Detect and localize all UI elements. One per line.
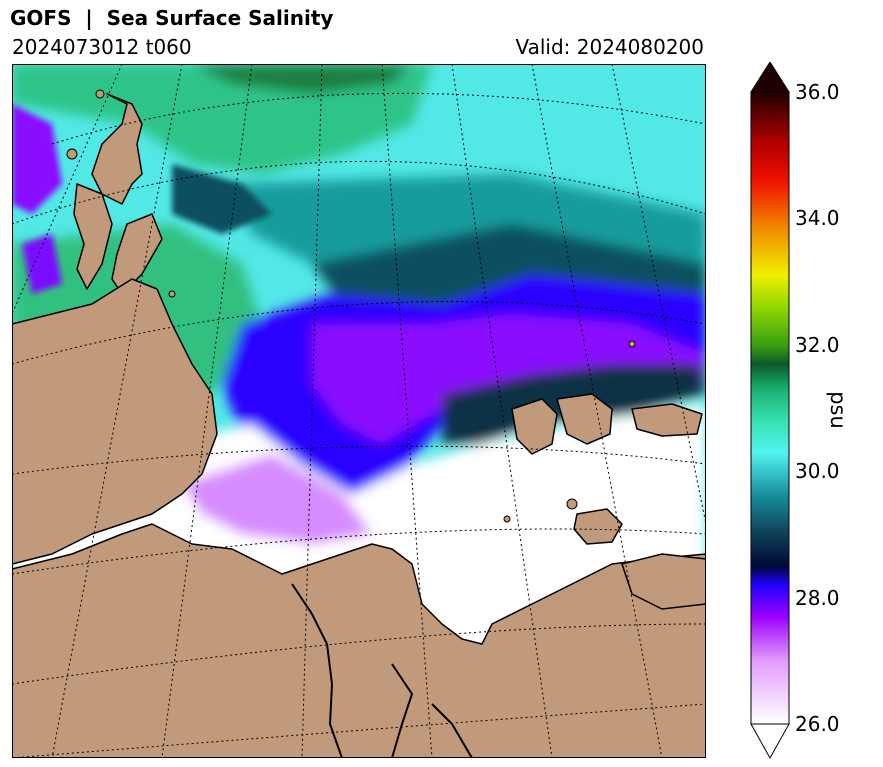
island-dot: [628, 340, 636, 348]
latitude-line: [12, 528, 706, 575]
forecast-run-label: 2024073012 t060: [12, 35, 192, 59]
land-taymyr-coast: [12, 278, 218, 565]
island-dot: [566, 498, 578, 510]
salinity-dark-green-band: [192, 64, 412, 94]
longitude-line: [611, 64, 706, 525]
land-new-siberian-islands-3: [631, 403, 703, 437]
colorbar-tick-label: 32.0: [795, 332, 840, 357]
river-lena: [391, 663, 414, 758]
colorbar-tick-label: 28.0: [795, 585, 840, 610]
colorbar-unit-label: psu: [826, 391, 850, 429]
latitude-line: [51, 92, 706, 145]
salinity-lavender-patch: [182, 454, 372, 544]
land-lyakhovsky-island: [573, 508, 623, 545]
latitude-line: [12, 703, 706, 758]
figure-title: GOFS | Sea Surface Salinity: [10, 6, 334, 30]
land-severnaya-zemlya-south: [73, 183, 113, 290]
colorbar: [750, 62, 790, 760]
colorbar-extend-bottom: [750, 723, 790, 760]
island-dot: [168, 290, 176, 298]
salinity-purple-core: [312, 314, 706, 444]
colorbar-tick-label: 36.0: [795, 80, 840, 104]
latitude-line: [12, 160, 706, 225]
salinity-map: [12, 64, 706, 758]
colorbar-tick-label: 26.0: [795, 712, 840, 736]
land-new-siberian-islands-1: [511, 398, 558, 455]
longitude-line: [381, 64, 433, 758]
land-peninsula-east: [621, 553, 706, 610]
rivers: [291, 583, 473, 758]
valid-time-label: Valid: 2024080200: [515, 35, 704, 59]
longitude-line: [301, 64, 323, 758]
map-frame: [12, 64, 706, 758]
land-layer: [12, 93, 706, 758]
salinity-purple-west: [12, 104, 62, 214]
island-dot: [503, 515, 511, 523]
colorbar-gradient: [750, 91, 790, 725]
land-severnaya-zemlya-north: [91, 93, 143, 205]
colorbar-extend-top: [750, 62, 790, 93]
salinity-purple-strait: [22, 234, 62, 294]
island-dot: [95, 89, 105, 99]
colorbar-tick-label: 34.0: [795, 206, 840, 231]
longitude-line: [451, 64, 553, 758]
latitude-line: [12, 623, 706, 685]
colorbar-tick-label: 30.0: [795, 459, 840, 484]
land-new-siberian-islands-2: [556, 393, 613, 445]
longitude-line: [161, 64, 253, 758]
longitude-line: [12, 64, 123, 315]
small-islands: [66, 89, 636, 523]
graticule: [12, 64, 706, 758]
river-yenisei: [291, 583, 343, 758]
river-tributary: [431, 703, 473, 758]
salinity-dark-swirl-west: [172, 164, 272, 234]
island-dot: [66, 148, 78, 160]
